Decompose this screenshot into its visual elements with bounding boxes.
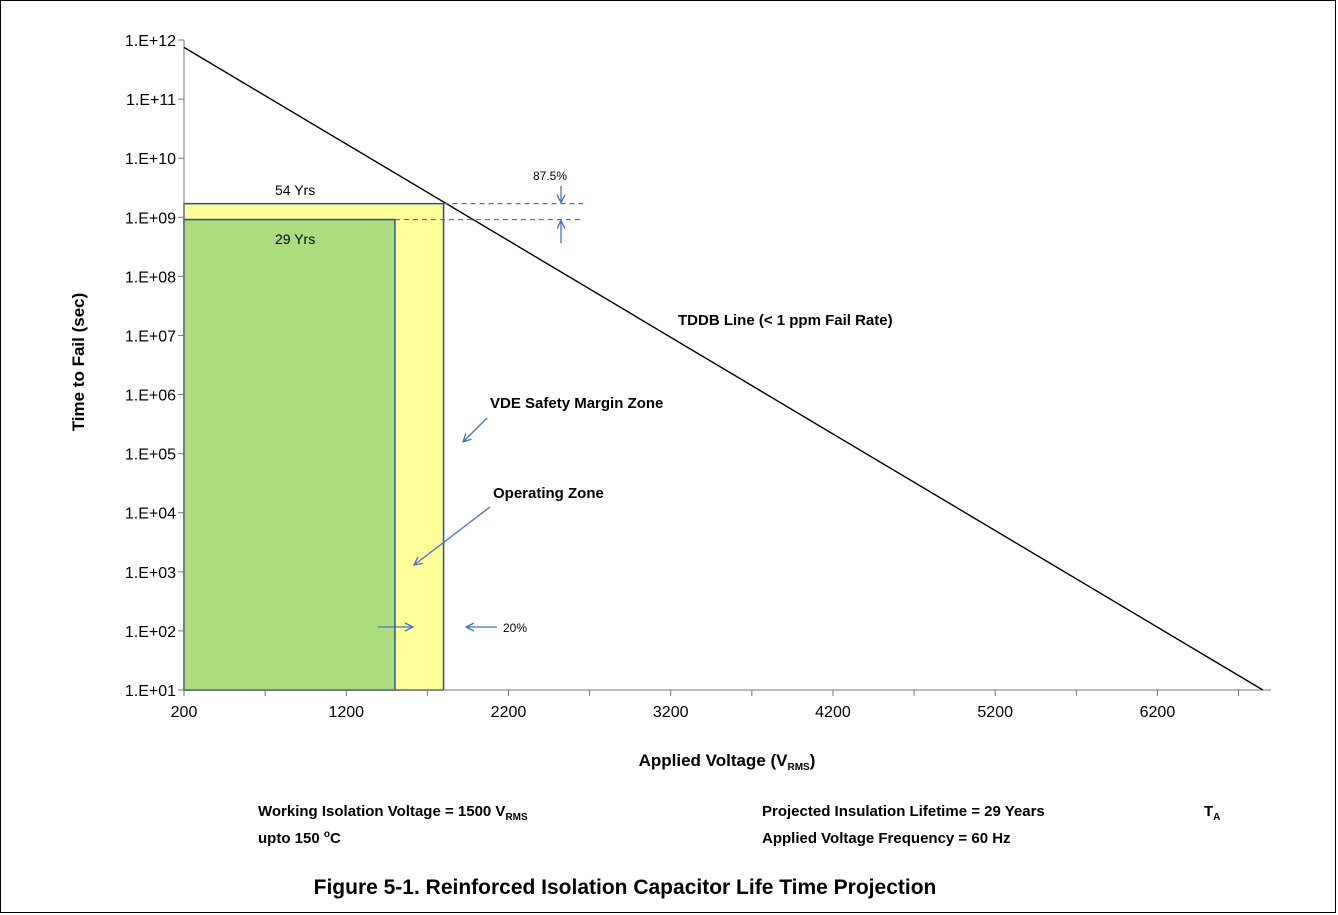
note-frequency: Applied Voltage Frequency = 60 Hz	[762, 830, 1011, 847]
y-tick-label: 1.E+06	[125, 388, 176, 405]
y-tick-label: 1.E+03	[125, 565, 176, 582]
y-axis-ticks: 1.E+01 1.E+02 1.E+03 1.E+04 1.E+05 1.E+06 1.E+…	[125, 33, 184, 700]
x-tick-label: 3200	[653, 704, 689, 721]
x-tick-label: 5200	[977, 704, 1013, 721]
x-axis-ticks: 200 1200 2200 3200 4200 5200 6200	[171, 690, 1240, 721]
note-ta: TA	[1204, 803, 1220, 823]
note-projected-lifetime: Projected Insulation Lifetime = 29 Years	[762, 803, 1045, 820]
x-tick-label: 200	[171, 704, 198, 721]
label-vde-zone: VDE Safety Margin Zone	[490, 395, 663, 412]
y-tick-label: 1.E+09	[125, 210, 176, 227]
note-upto-temperature: upto 150 oC	[258, 829, 341, 847]
y-axis-label: Time to Fail (sec)	[69, 293, 88, 432]
y-tick-label: 1.E+07	[125, 328, 176, 345]
x-axis-label: Applied Voltage (VRMS)	[639, 751, 816, 773]
x-tick-label: 4200	[815, 704, 851, 721]
label-87-5-percent: 87.5%	[533, 169, 567, 183]
y-tick-label: 1.E+08	[125, 269, 176, 286]
annotation-arrows	[378, 186, 561, 627]
label-20-percent: 20%	[503, 621, 527, 635]
x-tick-label: 6200	[1140, 704, 1176, 721]
y-tick-label: 1.E+04	[125, 506, 176, 523]
y-tick-label: 1.E+02	[125, 624, 176, 641]
tddb-line	[183, 46, 1264, 691]
x-tick-label: 2200	[491, 704, 527, 721]
y-tick-label: 1.E+10	[125, 151, 176, 168]
arrow-vde-zone	[463, 417, 488, 442]
label-29-yrs: 29 Yrs	[275, 231, 315, 247]
axes	[183, 40, 1271, 691]
x-tick-label: 1200	[328, 704, 364, 721]
y-tick-label: 1.E+11	[126, 92, 176, 109]
operating-zone	[183, 218, 396, 691]
note-working-voltage: Working Isolation Voltage = 1500 VRMS	[258, 803, 528, 823]
label-54-yrs: 54 Yrs	[275, 182, 315, 198]
y-tick-label: 1.E+05	[125, 447, 176, 464]
y-tick-label: 1.E+12	[125, 33, 176, 50]
arrow-operating-zone	[414, 506, 491, 565]
label-tddb-line: TDDB Line (< 1 ppm Fail Rate)	[678, 312, 893, 329]
y-tick-label: 1.E+01	[125, 683, 176, 700]
label-operating-zone: Operating Zone	[493, 485, 604, 502]
figure-caption: Figure 5-1. Reinforced Isolation Capacit…	[314, 876, 937, 899]
